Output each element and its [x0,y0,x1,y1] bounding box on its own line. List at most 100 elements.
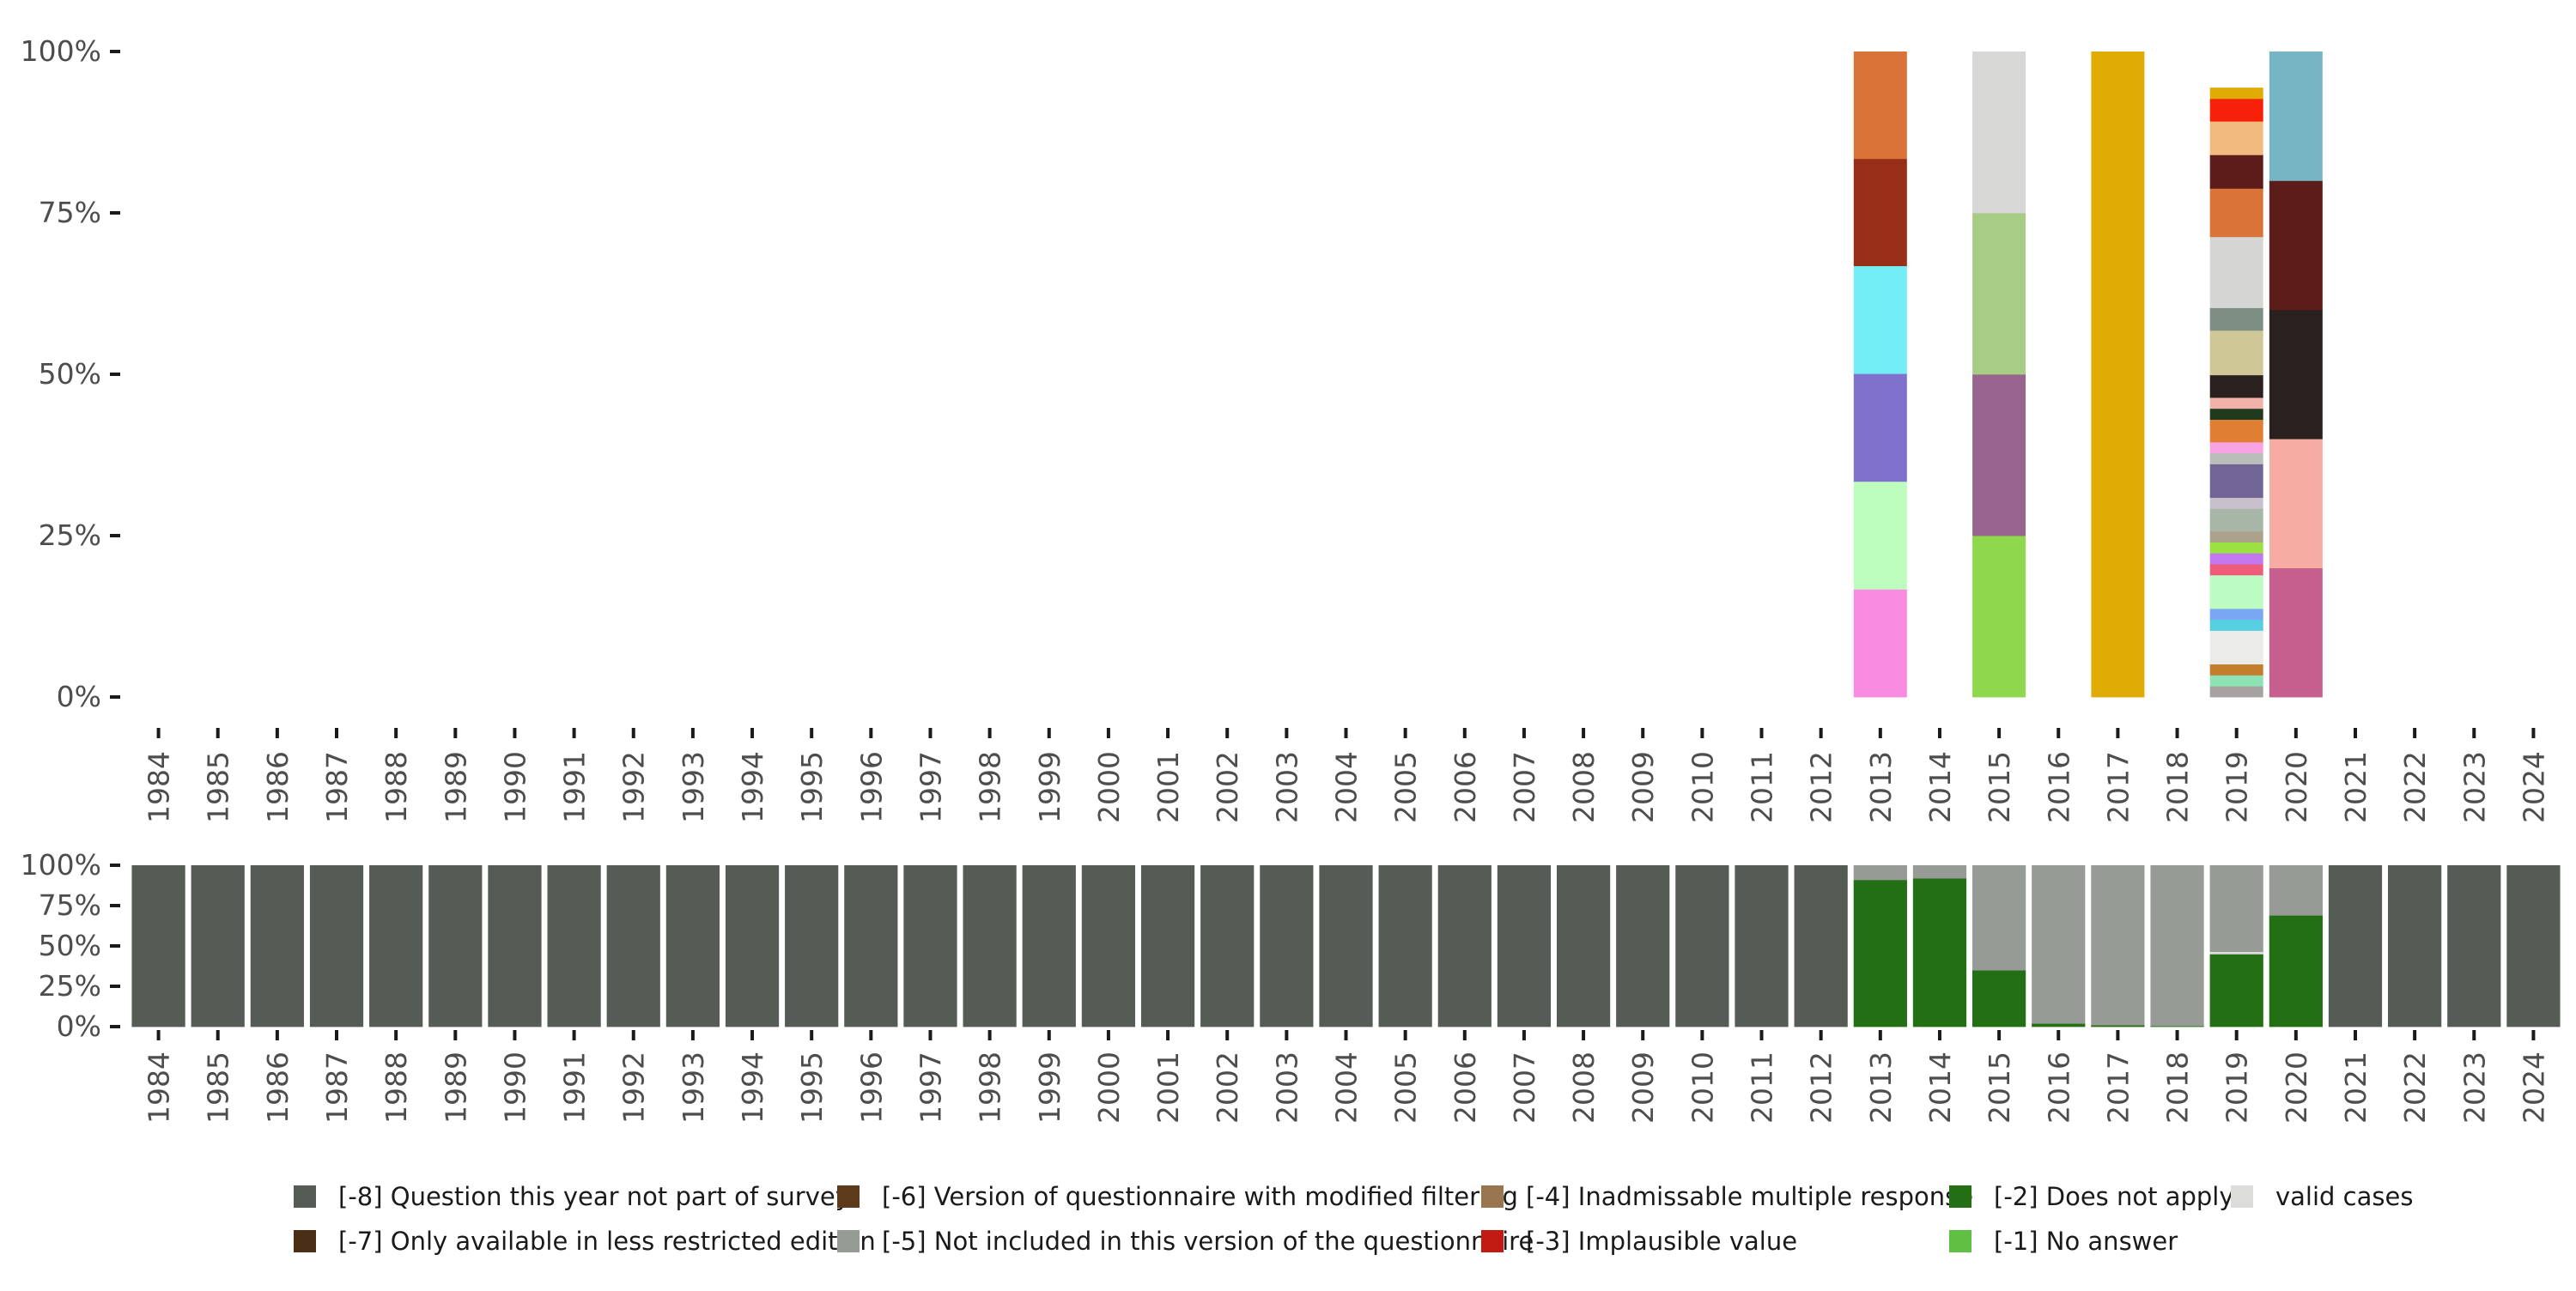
bar-segment-1999 [1022,865,1076,1027]
x-tick-label: 1993 [677,1052,710,1124]
bar-segment-2019 [2209,374,2263,398]
bar-segment-2019 [2209,675,2263,687]
bar-segment-2002 [1200,865,1255,1027]
x-tick-label: 2007 [1508,1052,1541,1124]
x-tick-label: 2001 [1151,751,1185,823]
y-tick-label: 50% [39,357,101,391]
x-tick-label: 2011 [1746,1052,1779,1124]
x-tick-label: 1998 [974,1052,1007,1124]
x-tick-label: 2003 [1270,751,1303,823]
x-tick-label: 1996 [854,1052,888,1124]
y-tick-label: 100% [21,848,101,882]
bar-segment-2019 [2209,686,2263,698]
x-tick-label: 2016 [2042,1052,2075,1124]
x-tick-label: 2015 [1983,751,2016,823]
bar-segment-2020 [2269,439,2323,568]
x-tick-label: 1989 [439,751,472,823]
x-tick-label: 1984 [143,1052,176,1124]
x-tick-label: 2021 [2339,751,2372,823]
x-tick-label: 2009 [1626,751,1660,823]
bar-segment-2013 [1853,589,1907,698]
x-tick-label: 1985 [202,1052,235,1124]
bar-segment-2013 [1853,865,1907,881]
x-tick-label: 2018 [2161,1052,2195,1124]
x-tick-label: 2020 [2280,1052,2313,1124]
x-tick-label: 1995 [795,1052,829,1124]
bar-segment-2019 [2209,951,2263,955]
x-tick-label: 1995 [795,751,829,823]
x-tick-label: 2022 [2398,751,2432,823]
bar-segment-1985 [191,865,245,1027]
x-tick-label: 2017 [2101,751,2135,823]
bar-segment-2010 [1675,865,1729,1027]
x-tick-label: 2002 [1211,1052,1244,1124]
legend-item: [-8] Question this year not part of surv… [294,1182,850,1211]
bar-segment-2005 [1378,865,1432,1027]
bar-segment-1988 [369,865,423,1027]
bar-segment-1987 [309,865,364,1027]
x-tick-label: 1988 [380,751,413,823]
bar-segment-2019 [2209,452,2263,464]
bar-segment-2019 [2209,553,2263,565]
x-tick-label: 1990 [498,751,532,823]
legend-label: [-2] Does not apply [1994,1182,2234,1211]
x-tick-label: 2006 [1449,751,1482,823]
x-tick-label: 1991 [558,751,592,823]
bar-segment-2003 [1260,865,1314,1027]
bar-segment-2020 [2269,180,2323,311]
x-tick-label: 2013 [1864,1052,1898,1124]
bar-segment-2018 [2150,865,2204,1027]
bar-segment-2019 [2209,419,2263,443]
x-tick-label: 2004 [1330,1052,1364,1124]
x-tick-label: 1997 [914,751,947,823]
bar-segment-2017 [2091,1025,2145,1027]
bar-segment-2017 [2091,865,2145,1026]
x-tick-label: 2004 [1330,751,1364,823]
bar-segment-2020 [2269,52,2323,181]
x-tick-label: 1992 [617,751,651,823]
bar-segment-1996 [844,865,898,1027]
x-tick-label: 1984 [143,751,176,823]
bar-segment-2022 [2388,865,2442,1027]
bar-segment-2011 [1735,865,1789,1027]
x-tick-label: 2016 [2042,751,2075,823]
bar-segment-1986 [250,865,304,1027]
legend-item: valid cases [2231,1182,2413,1211]
bar-segment-1991 [547,865,601,1027]
bar-segment-2019 [2209,530,2263,542]
bar-segment-2015 [1971,970,2026,1027]
x-tick-label: 1999 [1033,1052,1066,1124]
legend-label: valid cases [2275,1182,2413,1211]
legend-swatch [837,1230,860,1252]
x-tick-label: 1992 [617,1052,651,1124]
bar-segment-2015 [1972,536,2026,698]
y-tick-label: 0% [57,680,101,713]
x-tick-label: 2024 [2517,1052,2550,1124]
x-tick-label: 2005 [1389,751,1423,823]
bar-segment-2019 [2209,121,2263,155]
x-tick-label: 2006 [1449,1052,1482,1124]
legend-swatch [837,1185,860,1208]
x-tick-label: 2019 [2221,1052,2254,1124]
y-tick-label: 25% [39,518,101,552]
x-tick-label: 2019 [2221,751,2254,823]
x-tick-label: 2024 [2517,751,2550,823]
x-tick-label: 2005 [1389,1052,1423,1124]
bar-segment-1990 [488,865,542,1027]
bar-segment-2007 [1497,865,1552,1027]
bottom-chart-panel: 0% 25% 50% 75% 100% 1984 1985 1986 1987 1988 1989 1… [21,848,2561,1124]
x-tick-label: 2023 [2458,751,2491,823]
bar-segment-2019 [2209,664,2263,676]
top-chart-panel: 0% 25% 50% 75% 100% 1984 1985 1986 1987 1988 1989 1… [21,34,2551,823]
legend-item: [-6] Version of questionnaire with modif… [837,1182,1518,1211]
x-tick-label: 2007 [1508,751,1541,823]
bar-segment-1989 [428,865,483,1027]
legend-swatch [294,1230,316,1252]
legend-swatch [2231,1185,2253,1208]
bar-segment-2019 [2209,408,2263,421]
bar-segment-2019 [2209,608,2263,621]
bar-segment-2008 [1556,865,1611,1027]
bar-segment-2019 [2209,98,2263,122]
legend-label: [-6] Version of questionnaire with modif… [882,1182,1518,1211]
